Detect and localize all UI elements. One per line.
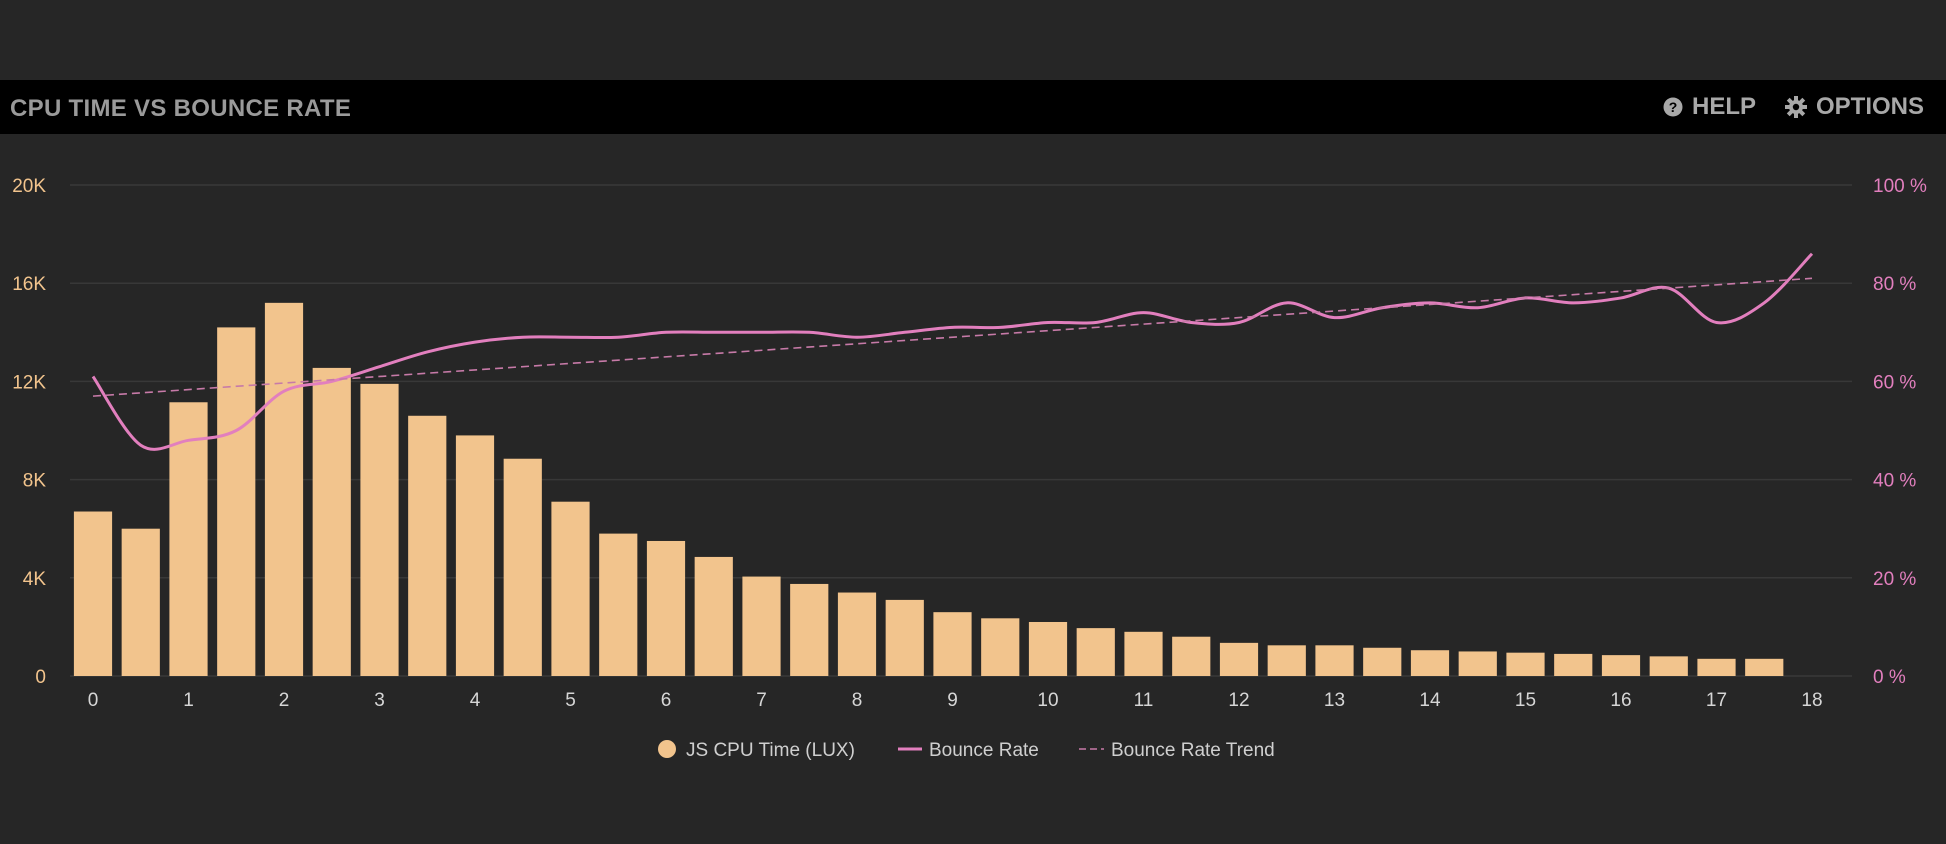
x-tick-label: 18 (1801, 690, 1822, 711)
bar (599, 533, 638, 676)
x-tick-label: 16 (1610, 690, 1631, 711)
x-tick-label: 1 (183, 690, 194, 711)
chart-title: CPU TIME VS BOUNCE RATE (10, 95, 352, 122)
bar (646, 540, 686, 676)
bar (1363, 647, 1402, 676)
x-tick-label: 8 (852, 690, 863, 711)
y-left-tick-label: 4K (23, 569, 47, 590)
y-left-tick-label: 20K (12, 176, 46, 197)
bar (455, 435, 495, 676)
bar (264, 302, 304, 676)
y-left-tick-label: 16K (12, 274, 46, 295)
x-tick-label: 3 (374, 690, 385, 711)
bar (1745, 658, 1784, 676)
bar (169, 402, 208, 676)
x-tick-label: 13 (1324, 690, 1345, 711)
options-button[interactable]: OPTIONS (1785, 93, 1924, 121)
bar (1267, 645, 1306, 676)
help-button[interactable]: ? HELP (1663, 93, 1756, 121)
bar (1554, 653, 1593, 676)
bar (1219, 642, 1259, 676)
x-tick-label: 5 (565, 690, 576, 711)
bar (1697, 658, 1736, 676)
bar (885, 599, 924, 676)
y-right-tick-label: 80 % (1873, 274, 1916, 295)
bar (551, 501, 590, 676)
bar (408, 415, 447, 676)
y-left-tick-label: 0 (35, 667, 46, 688)
help-label: HELP (1692, 93, 1757, 120)
x-tick-label: 14 (1419, 690, 1441, 711)
bar (1315, 645, 1354, 676)
bar (312, 367, 351, 676)
bar (1172, 636, 1211, 676)
chart-header: CPU TIME VS BOUNCE RATE ? HELP OPTIONS (0, 80, 1946, 134)
x-tick-label: 4 (470, 690, 481, 711)
question-circle-icon: ? (1663, 97, 1683, 117)
legend-bar-marker (658, 740, 676, 758)
bar (1410, 650, 1450, 676)
x-tick-label: 7 (756, 690, 767, 711)
y-right-tick-label: 60 % (1873, 372, 1916, 393)
y-right-tick-label: 40 % (1873, 471, 1916, 492)
svg-text:?: ? (1669, 99, 1678, 115)
x-tick-label: 0 (88, 690, 99, 711)
bar (981, 618, 1020, 676)
bar (1124, 631, 1163, 676)
bar (694, 556, 733, 676)
legend-label-trend: Bounce Rate Trend (1111, 740, 1275, 761)
bounce-rate-trend-line (92, 277, 1813, 397)
x-tick-label: 2 (279, 690, 290, 711)
options-label: OPTIONS (1816, 93, 1925, 120)
bar (1601, 655, 1641, 676)
y-left-tick-label: 8K (23, 471, 47, 492)
bar (73, 511, 113, 676)
legend-label-cpu-time: JS CPU Time (LUX) (686, 740, 855, 761)
bar (217, 327, 256, 676)
bar (121, 528, 160, 676)
bar (503, 458, 542, 676)
y-right-tick-label: 100 % (1873, 176, 1927, 197)
bar (790, 583, 829, 676)
bar (1076, 628, 1115, 676)
bar (742, 576, 781, 676)
x-tick-label: 12 (1228, 690, 1249, 711)
bar (1506, 652, 1545, 676)
bar (1649, 656, 1688, 676)
gear-icon (1785, 96, 1807, 118)
x-tick-label: 9 (947, 690, 958, 711)
bar (933, 612, 972, 676)
x-tick-label: 15 (1515, 690, 1536, 711)
x-tick-label: 6 (661, 690, 672, 711)
bar (837, 592, 877, 676)
legend-label-bounce-rate: Bounce Rate (929, 740, 1039, 761)
x-tick-label: 11 (1134, 690, 1154, 711)
x-tick-label: 10 (1037, 690, 1058, 711)
y-right-tick-label: 20 % (1873, 569, 1916, 590)
bar (1458, 651, 1497, 676)
x-tick-label: 17 (1706, 690, 1727, 711)
bar (360, 383, 399, 676)
y-right-tick-label: 0 % (1873, 667, 1906, 688)
bar (1028, 621, 1068, 676)
y-left-tick-label: 12K (12, 372, 46, 393)
